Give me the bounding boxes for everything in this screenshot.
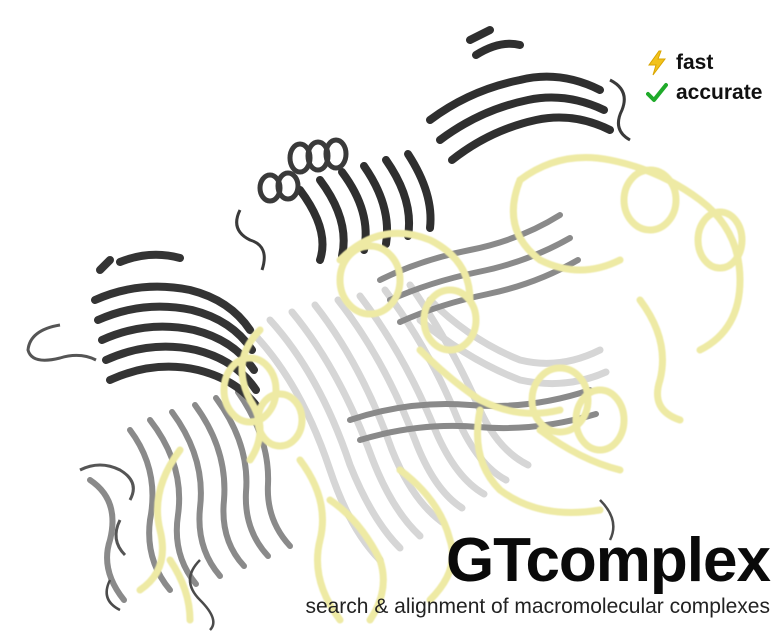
protein-helices-upper (235, 78, 631, 271)
brand-subtitle: search & alignment of macromolecular com… (305, 595, 770, 618)
rna-ribbon (136, 154, 746, 624)
protein-domain-left (91, 250, 262, 412)
protein-domain-mid (87, 212, 599, 603)
badge-accurate: accurate (646, 80, 762, 106)
lightning-bolt-icon (646, 50, 668, 76)
badge-fast-label: fast (676, 51, 714, 74)
protein-domain-upper (296, 26, 614, 264)
badge-accurate-label: accurate (676, 81, 763, 104)
protein-loops (105, 499, 615, 631)
protein-loops-left (26, 323, 135, 557)
brand-title: GTcomplex (445, 526, 771, 595)
badge-fast: fast (646, 50, 713, 76)
checkmark-icon (646, 80, 668, 106)
